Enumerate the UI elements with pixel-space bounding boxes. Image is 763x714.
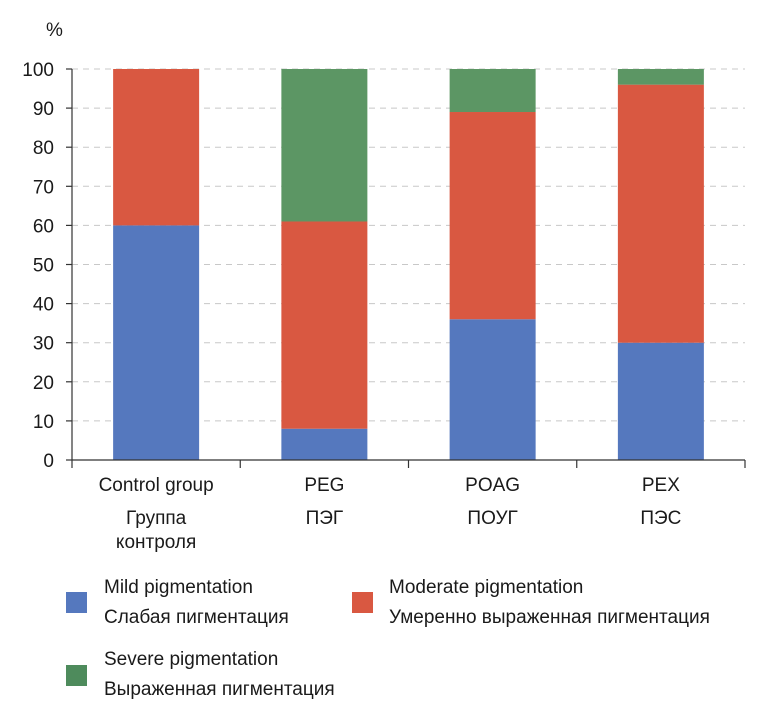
y-tick-label-80: 80 [33,138,54,159]
bar-segment-0-0 [113,225,200,460]
bar-segment-2-2 [449,69,536,113]
bar-segment-2-1 [449,112,536,320]
legend-label-en: Severe pigmentation [104,649,279,670]
legend-label-ru: Слабая пигментация [104,607,289,628]
y-tick-label-100: 100 [22,60,54,81]
x-label-en-3: PEX [642,475,680,496]
x-label-ru-0-0: Группа [126,508,187,529]
bar-segment-1-0 [281,428,368,460]
bar-segment-1-1 [281,221,368,429]
y-tick-label-90: 90 [33,99,54,120]
y-tick-labels: 0 10 20 30 40 50 60 70 80 90 100 [22,60,54,472]
bar-segment-2-0 [449,319,536,460]
y-tick-label-50: 50 [33,256,54,277]
x-label-en-0: Control group [99,475,214,496]
legend-swatch-moderate [352,592,373,613]
legend-label-ru: Выраженная пигментация [104,679,335,700]
axes [66,68,746,468]
legend-label-en: Mild pigmentation [104,577,253,598]
bar-segment-1-2 [281,69,368,222]
legend-label-ru: Умеренно выраженная пигментация [389,607,710,628]
bar-segment-3-2 [617,69,704,85]
y-axis-unit: % [46,20,63,41]
x-label-en-2: POAG [465,475,520,496]
x-label-en-1: PEG [304,475,344,496]
y-tick-label-40: 40 [33,295,54,316]
bar-segment-0-1 [113,69,200,226]
x-label-ru-2-0: ПОУГ [467,508,517,529]
stacked-bar-chart: 0 10 20 30 40 50 60 70 80 90 100 Control group Груп… [22,20,746,553]
x-label-ru-1-0: ПЭГ [306,508,344,529]
x-label-ru-0-1: контроля [116,532,196,553]
legend-label-en: Moderate pigmentation [389,577,584,598]
x-category-labels: Control group Группа контроля PEG ПЭГ POAG ПОУ… [99,475,682,553]
y-tick-label-30: 30 [33,334,54,355]
y-tick-label-0: 0 [43,451,54,472]
y-tick-label-70: 70 [33,177,54,198]
bars [113,69,704,460]
legend-swatch-mild [66,592,87,613]
legend-swatch-severe [66,665,87,686]
y-tick-label-20: 20 [33,373,54,394]
bar-segment-3-0 [617,342,704,460]
bar-segment-3-1 [617,84,704,343]
y-tick-label-10: 10 [33,412,54,433]
y-tick-label-60: 60 [33,216,54,237]
x-label-ru-3-0: ПЭС [640,508,681,529]
